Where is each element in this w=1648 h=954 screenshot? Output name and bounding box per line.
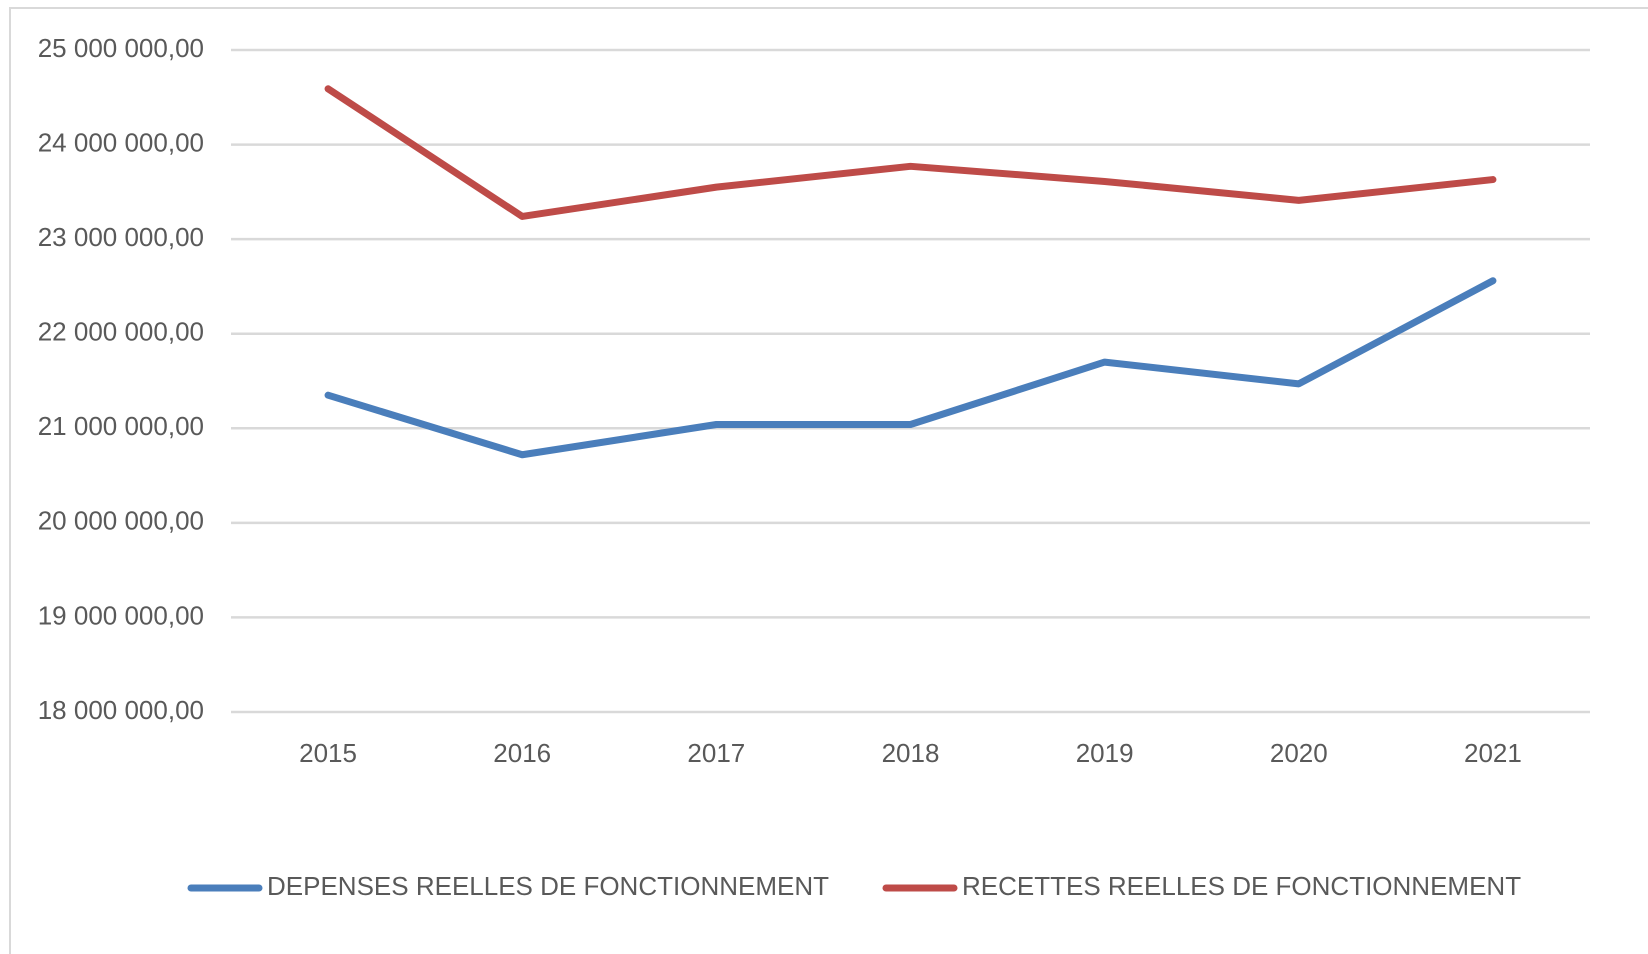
legend-label: DEPENSES REELLES DE FONCTIONNEMENT: [267, 871, 829, 901]
y-tick-label: 23 000 000,00: [38, 222, 204, 252]
y-tick-label: 22 000 000,00: [38, 317, 204, 347]
x-tick-label: 2017: [687, 738, 745, 768]
y-tick-label: 19 000 000,00: [38, 600, 204, 630]
y-tick-label: 24 000 000,00: [38, 127, 204, 157]
x-tick-label: 2019: [1076, 738, 1134, 768]
x-tick-label: 2021: [1464, 738, 1522, 768]
x-tick-label: 2018: [882, 738, 940, 768]
series-line: [324, 277, 1497, 459]
y-tick-label: 25 000 000,00: [38, 33, 204, 63]
legend-label: RECETTES REELLES DE FONCTIONNEMENT: [962, 871, 1521, 901]
x-tick-label: 2016: [493, 738, 551, 768]
y-tick-label: 20 000 000,00: [38, 506, 204, 536]
x-tick-label: 2020: [1270, 738, 1328, 768]
chart-frame: [9, 7, 1648, 954]
x-tick-label: 2015: [299, 738, 357, 768]
y-tick-label: 18 000 000,00: [38, 695, 204, 725]
y-tick-label: 21 000 000,00: [38, 411, 204, 441]
series-line: [324, 85, 1497, 220]
